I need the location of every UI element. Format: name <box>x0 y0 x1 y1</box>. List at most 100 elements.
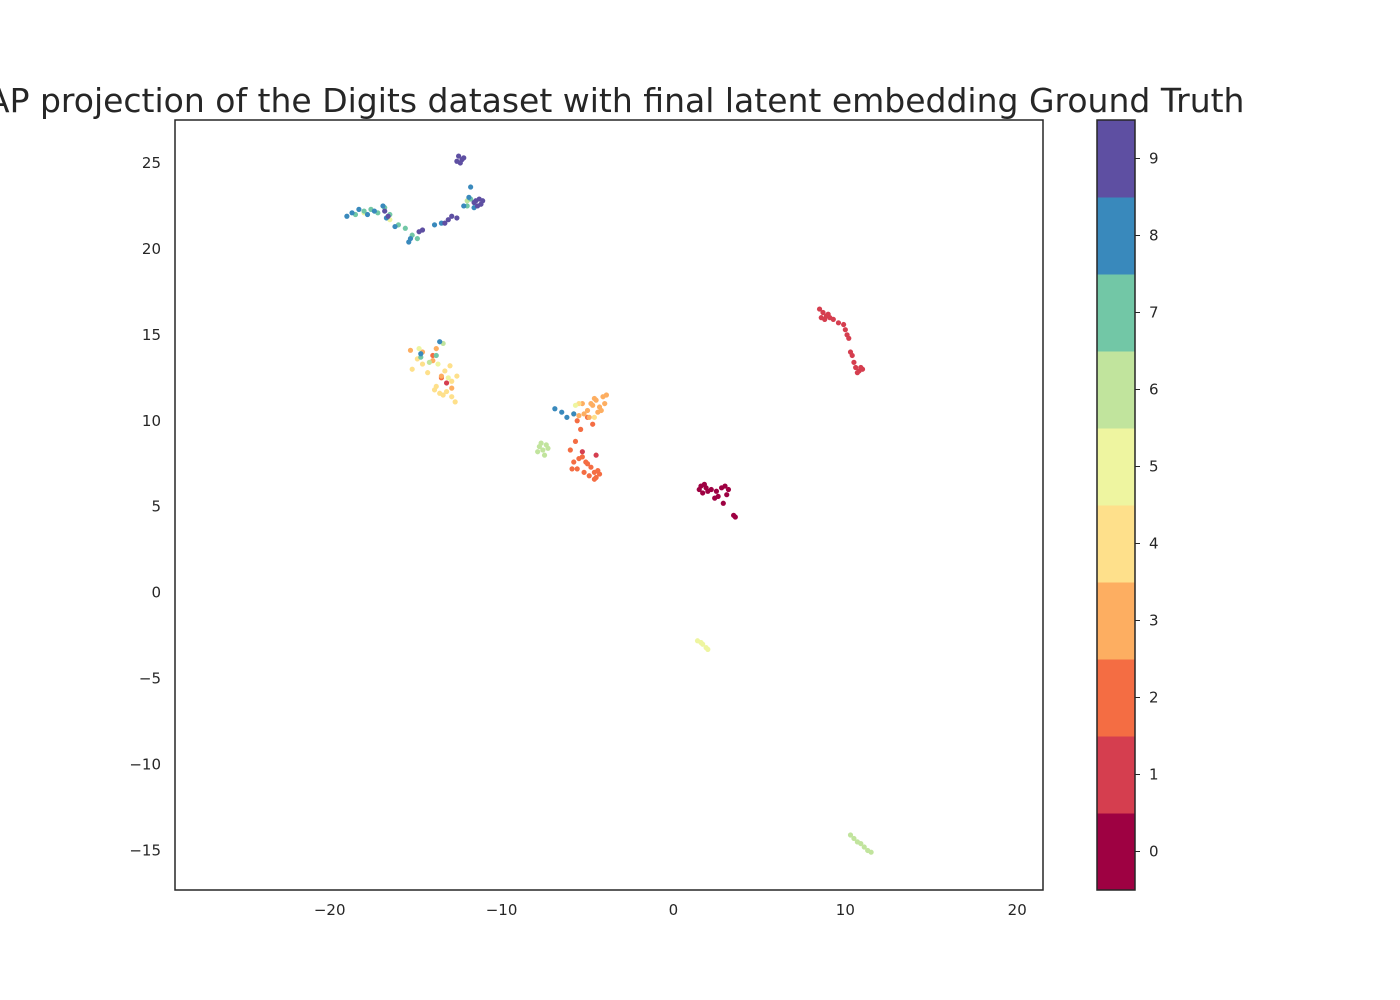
y-tick-label: 20 <box>142 240 161 258</box>
data-point-6 <box>538 440 544 446</box>
data-point-9 <box>442 220 448 226</box>
colorbar-tick-label: 2 <box>1149 689 1159 707</box>
colorbar-segment-7 <box>1097 274 1135 352</box>
plot-frame <box>174 119 1044 891</box>
data-point-4 <box>449 378 455 384</box>
y-tick-label: 0 <box>151 584 161 602</box>
data-point-6 <box>868 849 874 855</box>
data-point-0 <box>725 486 732 493</box>
data-point-1 <box>854 370 860 376</box>
points-layer <box>344 153 874 855</box>
data-point-1 <box>816 306 823 312</box>
data-point-2 <box>574 466 580 472</box>
data-point-2 <box>576 455 582 462</box>
data-point-8 <box>564 414 570 420</box>
data-point-3 <box>602 400 608 407</box>
data-point-4 <box>447 363 453 369</box>
data-point-9 <box>449 213 455 219</box>
data-point-3 <box>603 392 610 398</box>
data-point-5 <box>416 345 422 352</box>
data-point-8 <box>380 203 386 209</box>
data-point-3 <box>598 407 604 414</box>
data-point-3 <box>584 407 591 414</box>
colorbar-segment-6 <box>1097 351 1135 429</box>
data-point-3 <box>581 411 587 417</box>
x-tick-label: 20 <box>1008 901 1027 919</box>
data-point-7 <box>402 225 408 231</box>
y-tick-label: −15 <box>129 841 161 859</box>
data-point-8 <box>364 211 371 218</box>
data-point-8 <box>356 206 362 212</box>
data-point-1 <box>579 449 585 455</box>
data-point-8 <box>552 406 558 412</box>
data-point-4 <box>440 392 446 398</box>
data-point-2 <box>583 459 589 465</box>
data-point-8 <box>407 235 414 242</box>
data-point-9 <box>416 229 422 235</box>
colorbar-segment-3 <box>1097 582 1135 660</box>
data-point-2 <box>569 466 575 472</box>
colorbar-tick-label: 8 <box>1149 227 1159 245</box>
data-point-8 <box>418 351 424 357</box>
data-point-6 <box>541 452 548 458</box>
colorbar-tick-label: 4 <box>1149 535 1159 553</box>
data-point-1 <box>851 359 857 365</box>
colorbar-segment-4 <box>1097 505 1135 583</box>
data-point-9 <box>385 213 391 219</box>
data-point-5 <box>705 646 711 652</box>
data-point-4 <box>454 373 460 379</box>
data-point-5 <box>445 375 451 381</box>
data-point-8 <box>349 210 355 216</box>
data-point-7 <box>433 352 439 359</box>
colorbar-segment-0 <box>1097 813 1135 891</box>
chart-title: AP projection of the Digits dataset with… <box>0 81 1245 120</box>
y-tick-label: 5 <box>151 498 161 516</box>
y-axis: −15 −10 −5 0 5 10 15 20 25 <box>129 154 161 860</box>
data-point-2 <box>572 438 579 445</box>
data-point-7 <box>414 235 420 242</box>
data-point-9 <box>471 199 477 206</box>
data-point-6 <box>847 832 854 838</box>
data-point-8 <box>392 223 398 230</box>
data-point-3 <box>591 395 597 402</box>
data-point-8 <box>431 222 438 228</box>
colorbar-tick-label: 0 <box>1149 843 1159 861</box>
y-tick-label: 25 <box>142 154 161 172</box>
data-point-0 <box>712 495 718 501</box>
x-tick-label: 0 <box>669 901 679 919</box>
data-point-0 <box>698 483 704 489</box>
data-point-3 <box>588 400 594 407</box>
data-point-0 <box>724 492 730 498</box>
y-tick-label: 15 <box>142 326 161 344</box>
data-point-9 <box>456 153 462 159</box>
colorbar-segment-2 <box>1097 659 1135 737</box>
x-axis: −20 −10 0 10 20 <box>314 901 1027 919</box>
data-point-1 <box>835 320 842 326</box>
data-point-4 <box>591 414 597 420</box>
data-point-2 <box>591 476 597 482</box>
data-point-4 <box>433 383 439 390</box>
data-point-1 <box>849 352 855 359</box>
data-point-9 <box>474 203 481 209</box>
data-point-6 <box>540 447 546 453</box>
data-point-3 <box>407 347 414 353</box>
data-point-8 <box>371 208 377 214</box>
colorbar-segment-8 <box>1097 197 1135 275</box>
data-point-6 <box>858 840 864 847</box>
data-point-9 <box>454 215 460 221</box>
data-point-2 <box>578 426 584 432</box>
colorbar-tick-label: 7 <box>1149 304 1159 322</box>
data-point-5 <box>435 361 441 367</box>
data-point-2 <box>581 469 587 475</box>
x-tick-label: 10 <box>836 901 855 919</box>
data-point-9 <box>445 217 451 223</box>
colorbar-segment-5 <box>1097 428 1135 506</box>
data-point-3 <box>438 373 445 379</box>
data-point-4 <box>419 361 426 367</box>
data-point-0 <box>731 512 737 518</box>
data-point-8 <box>344 213 350 219</box>
data-point-2 <box>588 464 594 470</box>
data-point-8 <box>559 409 565 415</box>
data-point-2 <box>574 418 580 424</box>
data-point-0 <box>720 500 726 506</box>
